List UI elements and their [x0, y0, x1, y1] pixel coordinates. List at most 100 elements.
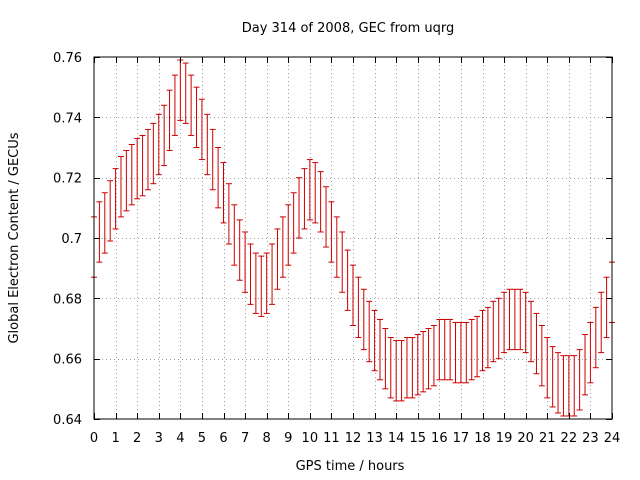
x-tick-label: 8 [263, 431, 271, 446]
error-bar [177, 59, 184, 121]
error-bar [409, 337, 416, 399]
error-bar [371, 309, 378, 372]
error-bar [592, 306, 599, 369]
error-bar [150, 122, 157, 185]
error-bar [560, 355, 567, 417]
error-bar [188, 74, 195, 136]
x-tick-label: 17 [453, 431, 470, 446]
error-bar [139, 134, 146, 197]
y-tick-label: 0.66 [53, 353, 82, 368]
error-bar [144, 128, 151, 191]
error-bar [107, 180, 114, 242]
error-bar [565, 355, 572, 417]
error-bar [247, 243, 254, 305]
error-bar [382, 328, 389, 390]
error-bar [387, 337, 394, 399]
x-tick-label: 9 [284, 431, 292, 446]
error-bar [209, 128, 216, 191]
error-bar [225, 183, 232, 245]
x-tick-label: 1 [111, 431, 119, 446]
error-bar [204, 113, 211, 176]
error-bar [447, 318, 454, 381]
error-bar [193, 86, 200, 148]
error-bar [420, 331, 427, 393]
error-bar [571, 355, 578, 417]
x-tick-label: 7 [241, 431, 249, 446]
x-tick-label: 10 [302, 431, 319, 446]
y-axis-label: Global Electron Content / GECUs [7, 132, 22, 343]
y-tick-label: 0.68 [53, 292, 82, 307]
chart-title: Day 314 of 2008, GEC from uqrg [242, 21, 455, 36]
error-bar [155, 113, 162, 176]
x-tick-label: 21 [539, 431, 556, 446]
x-tick-label: 4 [176, 431, 184, 446]
y-tick-label: 0.7 [61, 232, 82, 247]
error-bar [576, 349, 583, 411]
x-tick-label: 13 [366, 431, 383, 446]
error-bar [296, 177, 303, 239]
error-bar [452, 321, 459, 384]
error-bar [323, 186, 330, 248]
x-tick-label: 0 [90, 431, 98, 446]
error-bar [544, 337, 551, 399]
error-bar [231, 204, 238, 266]
x-tick-label: 16 [431, 431, 448, 446]
error-bar [134, 137, 141, 200]
error-bar [333, 216, 340, 278]
x-tick-label: 24 [604, 431, 621, 446]
grid-lines [94, 57, 612, 419]
error-bar [182, 62, 189, 124]
x-tick-label: 23 [582, 431, 599, 446]
x-axis-label: GPS time / hours [296, 459, 405, 474]
x-tick-labels: 0 1 2 3 4 5 6 7 8 9 10 11 12 13 14 15 16 17 18 19 20 21 22 23 24 [90, 431, 620, 446]
error-bar [360, 288, 367, 351]
error-bar [252, 252, 259, 314]
error-bar [468, 318, 475, 381]
error-bar [215, 147, 222, 209]
error-bar [96, 201, 103, 263]
error-bar [490, 300, 497, 363]
error-bar [457, 321, 464, 384]
error-bar [441, 318, 448, 381]
axis-ticks [94, 57, 613, 420]
error-bar [538, 324, 545, 387]
error-bar [403, 337, 410, 399]
error-bar [171, 74, 178, 136]
y-tick-label: 0.64 [53, 413, 82, 428]
error-bar [166, 89, 173, 152]
error-bar [582, 334, 589, 396]
error-bar [339, 231, 346, 293]
error-bar [517, 288, 524, 351]
error-bar [258, 255, 265, 317]
error-bar [603, 276, 610, 339]
error-bar [317, 171, 324, 233]
x-tick-label: 19 [496, 431, 513, 446]
error-bar [301, 168, 308, 230]
error-bar [112, 168, 119, 230]
x-tick-label: 11 [323, 431, 340, 446]
error-bar [549, 346, 556, 408]
error-bar [350, 264, 356, 326]
error-bar [344, 249, 351, 311]
error-bar [198, 98, 205, 161]
error-bar [598, 291, 605, 354]
x-tick-label: 18 [474, 431, 491, 446]
x-tick-label: 14 [388, 431, 405, 446]
error-bar [279, 216, 286, 278]
y-tick-label: 0.76 [53, 51, 82, 66]
error-bar [430, 324, 437, 387]
error-bar [128, 143, 135, 206]
error-bar [117, 156, 124, 218]
error-bar [484, 306, 491, 369]
x-tick-label: 12 [345, 431, 362, 446]
x-tick-label: 15 [409, 431, 426, 446]
error-bar [425, 328, 432, 390]
x-tick-label: 20 [517, 431, 534, 446]
error-bar [312, 162, 319, 224]
error-bar [274, 228, 281, 290]
error-bar [220, 162, 227, 224]
error-bar [263, 252, 270, 314]
error-bar [501, 291, 508, 354]
error-bar [101, 192, 108, 254]
error-bar [328, 201, 335, 263]
